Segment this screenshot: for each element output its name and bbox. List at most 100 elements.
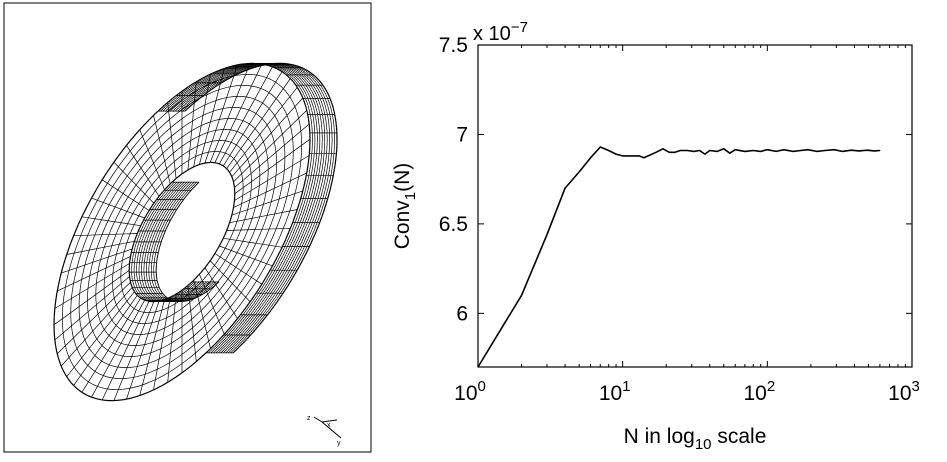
mesh-edge bbox=[145, 238, 146, 240]
mesh-edge bbox=[265, 282, 268, 286]
mesh-edge bbox=[150, 322, 153, 323]
mesh-edge bbox=[234, 131, 237, 132]
mesh-edge bbox=[167, 205, 168, 207]
mesh-edge bbox=[308, 79, 310, 81]
mesh-edge bbox=[176, 195, 177, 197]
mesh-edge bbox=[306, 70, 308, 71]
mesh-edge bbox=[317, 178, 318, 182]
mesh-edge bbox=[284, 243, 286, 247]
mesh-edge bbox=[189, 192, 190, 194]
mesh-edge bbox=[306, 234, 308, 238]
mesh-edge bbox=[330, 115, 331, 118]
mesh-edge bbox=[221, 239, 223, 243]
mesh-edge bbox=[128, 218, 130, 223]
mesh-edge bbox=[225, 167, 227, 168]
mesh-edge bbox=[317, 166, 318, 170]
mesh-edge bbox=[320, 166, 321, 170]
mesh-edge bbox=[148, 298, 149, 299]
mesh-edge bbox=[124, 344, 127, 345]
mesh-edge bbox=[194, 291, 195, 292]
mesh-edge bbox=[292, 75, 294, 77]
mesh-edge bbox=[286, 72, 288, 74]
mesh-edge bbox=[170, 193, 171, 195]
mesh-edge bbox=[192, 287, 193, 288]
mesh-edge bbox=[234, 241, 236, 246]
mesh-edge bbox=[280, 256, 282, 260]
mesh-edge bbox=[157, 292, 158, 293]
mesh-edge bbox=[321, 108, 322, 111]
mesh-edge bbox=[214, 273, 217, 277]
mesh-edge bbox=[113, 366, 117, 367]
mesh-edge bbox=[246, 212, 247, 217]
mesh-edge bbox=[310, 212, 312, 216]
mesh-edge bbox=[315, 92, 316, 95]
mesh-edge bbox=[329, 191, 330, 195]
mesh-edge bbox=[304, 199, 305, 203]
mesh-edge bbox=[327, 103, 328, 106]
mesh-edge bbox=[115, 215, 118, 221]
mesh-edge bbox=[293, 274, 296, 278]
mesh-edge bbox=[156, 206, 157, 208]
mesh-edge bbox=[323, 100, 324, 103]
mesh-edge bbox=[260, 295, 263, 299]
mesh-edge bbox=[313, 217, 315, 221]
mesh-edge bbox=[149, 297, 150, 298]
mesh-edge bbox=[149, 285, 150, 286]
mesh-edge bbox=[312, 97, 313, 100]
mesh-edge bbox=[96, 210, 100, 218]
mesh-edge bbox=[181, 192, 182, 194]
mesh-edge bbox=[235, 139, 310, 194]
mesh-edge bbox=[176, 192, 177, 194]
mesh-edge bbox=[272, 193, 274, 199]
mesh-edge bbox=[326, 118, 327, 121]
mesh-edge bbox=[276, 118, 278, 122]
mesh-edge bbox=[299, 196, 302, 205]
mesh-edge bbox=[154, 227, 155, 229]
mesh-edge bbox=[265, 105, 268, 108]
mesh-edge bbox=[166, 195, 167, 197]
mesh-edge bbox=[243, 284, 248, 291]
mesh-edge bbox=[55, 339, 56, 346]
mesh-edge bbox=[219, 242, 221, 246]
mesh-edge bbox=[174, 296, 175, 297]
mesh-edge bbox=[213, 253, 215, 257]
mesh-edge bbox=[83, 360, 86, 364]
mesh-edge bbox=[295, 252, 297, 256]
mesh-edge bbox=[158, 235, 159, 237]
mesh-edge bbox=[183, 292, 184, 293]
mesh-edge bbox=[141, 195, 144, 200]
mesh-edge bbox=[102, 251, 104, 257]
mesh-edge bbox=[257, 87, 261, 88]
mesh-edge bbox=[196, 165, 199, 166]
mesh-edge bbox=[283, 261, 285, 265]
mesh-edge bbox=[297, 75, 299, 77]
mesh-edge bbox=[318, 100, 319, 103]
mesh-edge bbox=[290, 248, 292, 252]
mesh-edge bbox=[330, 178, 331, 182]
mesh-edge bbox=[156, 287, 157, 288]
mesh-edge bbox=[161, 227, 162, 229]
mesh-edge bbox=[320, 162, 321, 166]
mesh-edge bbox=[304, 208, 306, 212]
mesh-edge bbox=[138, 200, 141, 205]
mesh-edge bbox=[298, 175, 299, 183]
torus-mesh-figure: z x y bbox=[0, 0, 400, 457]
mesh-edge bbox=[227, 228, 291, 230]
mesh-edge bbox=[268, 224, 271, 231]
mesh-edge bbox=[164, 227, 165, 229]
mesh-edge bbox=[145, 382, 151, 384]
mesh-edge bbox=[125, 245, 126, 249]
mesh-edge bbox=[275, 286, 278, 290]
triad-z-axis bbox=[314, 417, 322, 422]
mesh-edge bbox=[303, 79, 305, 81]
mesh-edge bbox=[205, 292, 206, 293]
mesh-edge bbox=[218, 256, 221, 260]
mesh-edge bbox=[301, 217, 303, 221]
mesh-edge bbox=[201, 153, 204, 154]
mesh-edge bbox=[307, 226, 309, 230]
mesh-edge bbox=[300, 261, 302, 265]
mesh-edge bbox=[136, 233, 137, 237]
mesh-edge bbox=[137, 288, 138, 289]
mesh-edge bbox=[136, 294, 137, 296]
mesh-edge bbox=[330, 118, 331, 121]
